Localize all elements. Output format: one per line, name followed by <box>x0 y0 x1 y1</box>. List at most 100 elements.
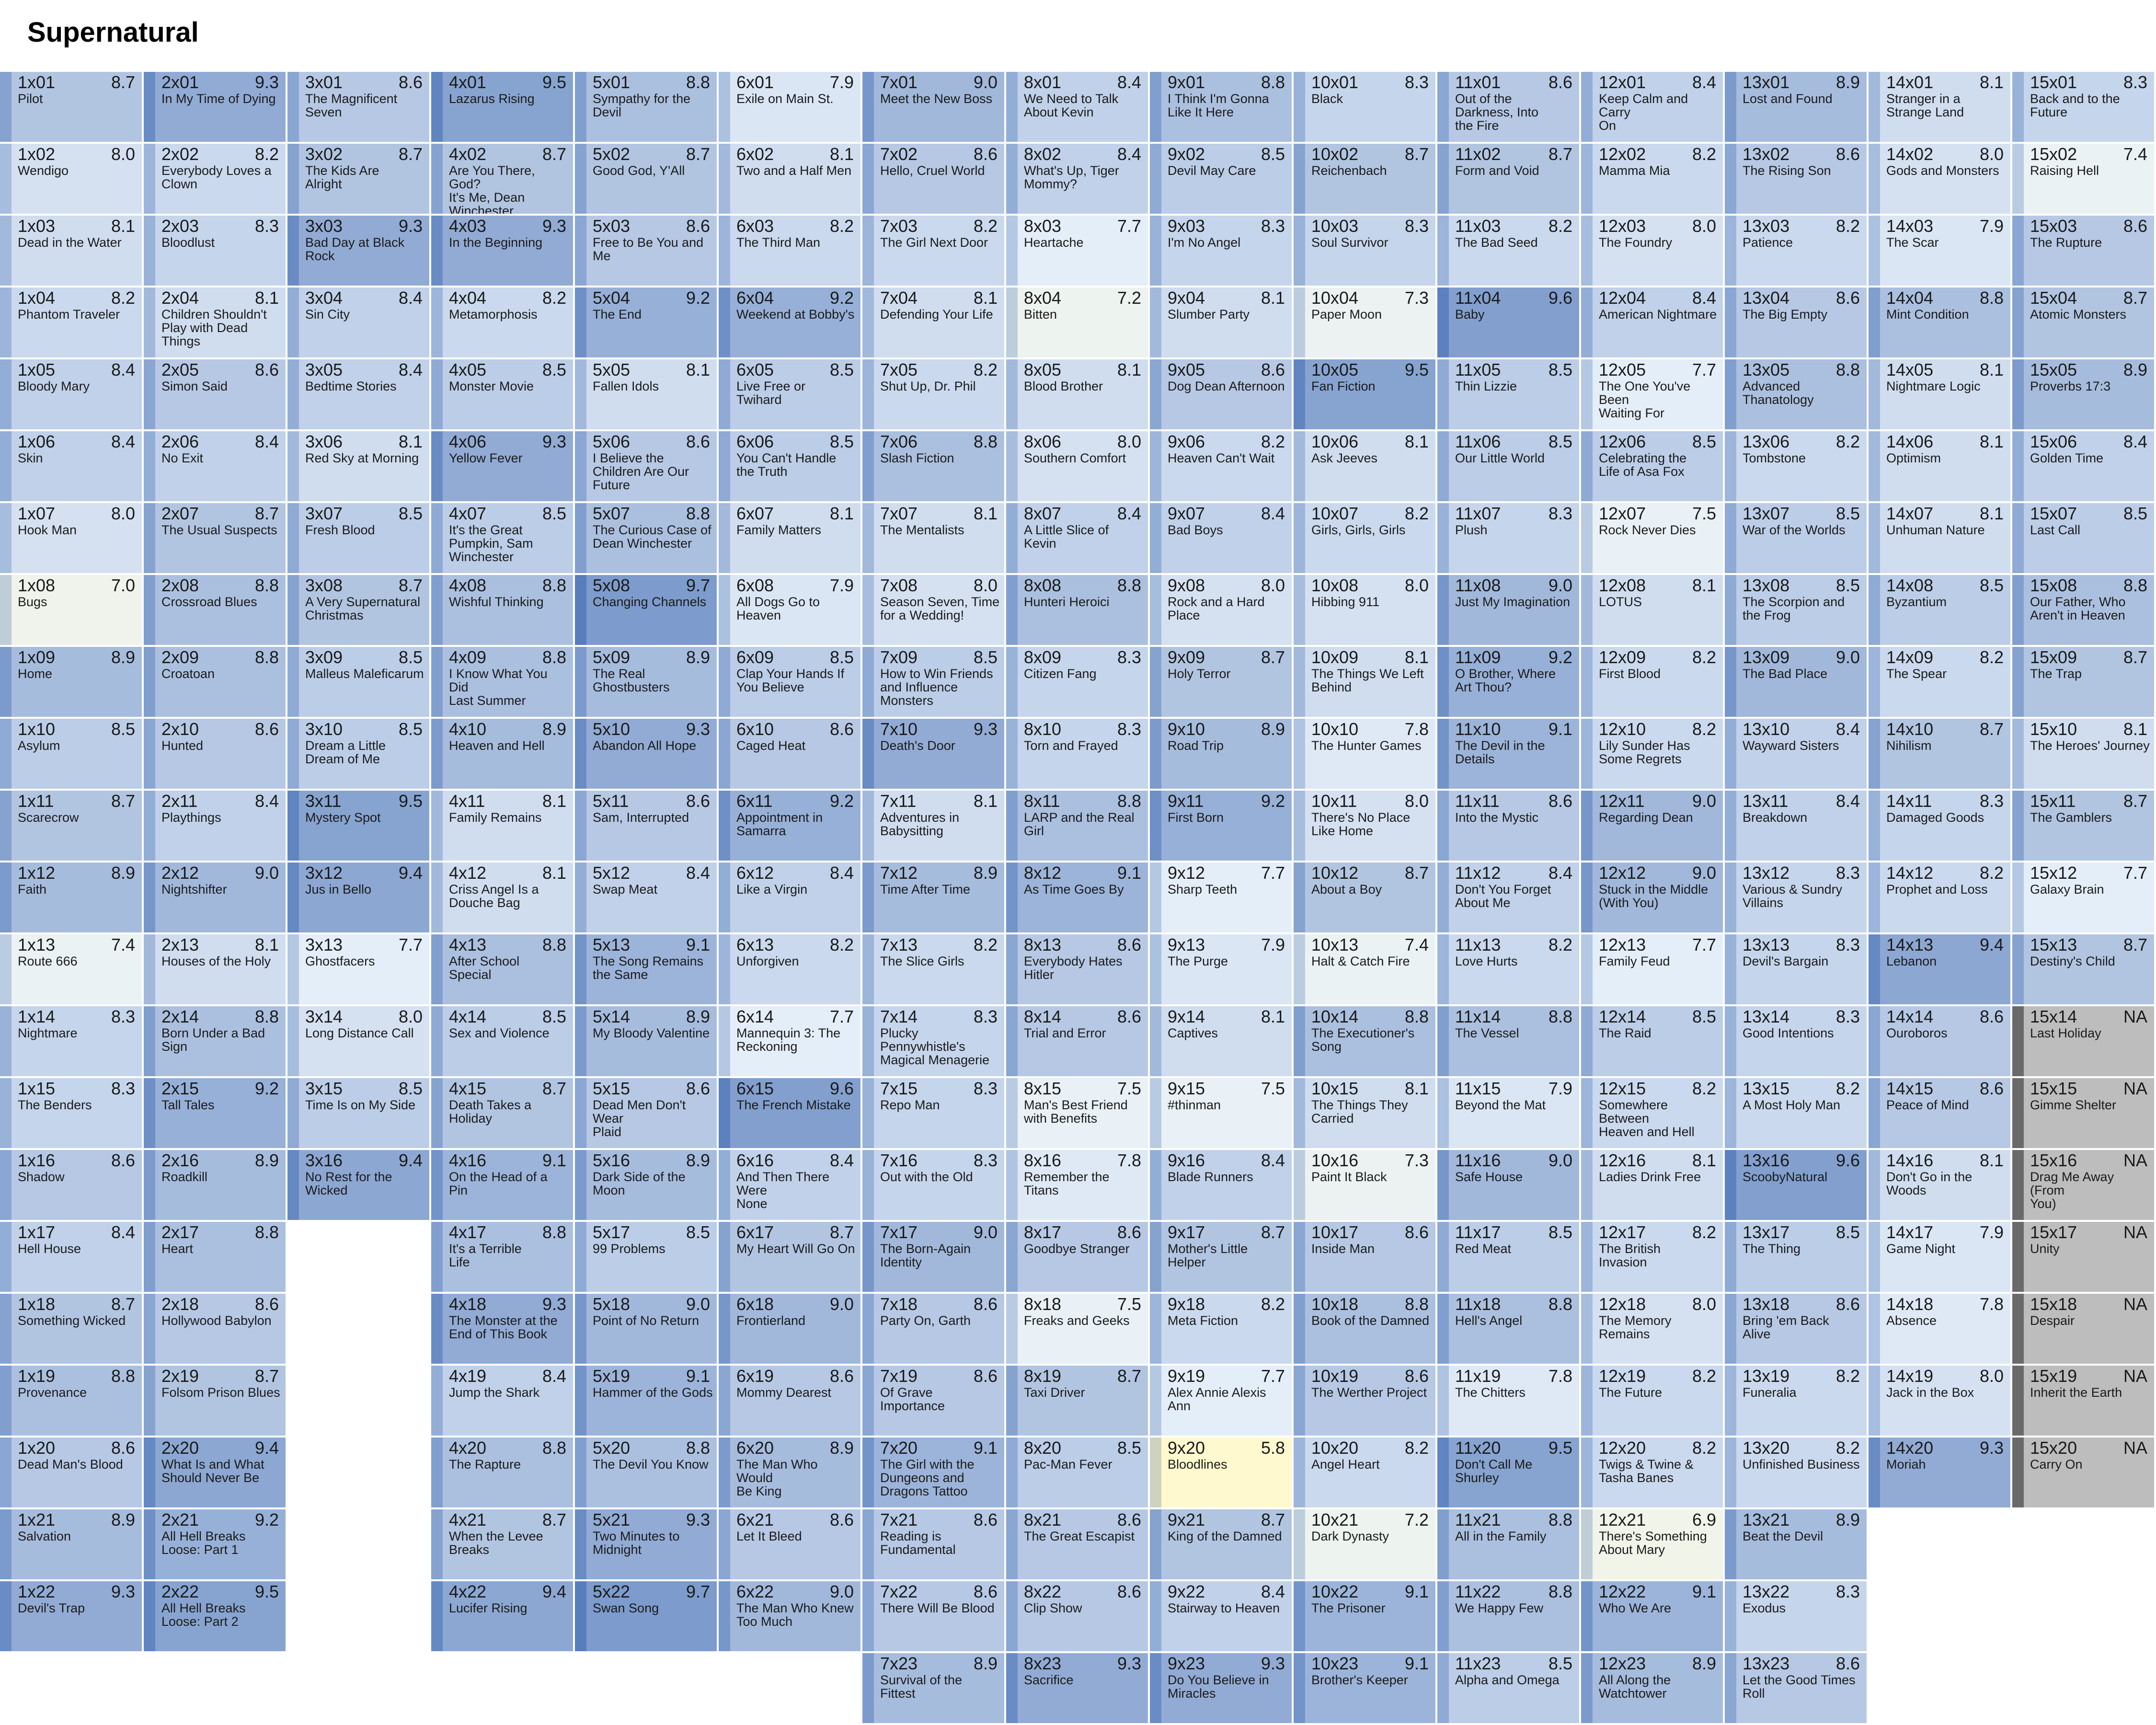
rating-strip <box>144 288 155 357</box>
episode-rating: 8.1 <box>111 216 135 236</box>
rating-strip <box>2012 1294 2024 1364</box>
episode-title: Atomic Monsters <box>2030 307 2127 322</box>
episode-rating: 9.3 <box>1979 1438 2004 1458</box>
episode-rating: 7.7 <box>829 1007 854 1026</box>
rating-strip <box>1581 431 1593 501</box>
rating-strip <box>1581 1006 1593 1076</box>
episode-rating: 9.0 <box>1548 1150 1572 1170</box>
rating-strip <box>287 575 299 645</box>
episode-title: Sam, Interrupted <box>593 810 689 825</box>
episode-code: 6x12 <box>736 863 774 883</box>
rating-strip <box>1294 1150 1305 1220</box>
episode-cell: 10x19 8.6 The Werther Project <box>1294 1366 1435 1436</box>
episode-cell: 3x05 8.4 Bedtime Stories <box>287 359 429 429</box>
episode-cell: 12x14 8.5 The Raid <box>1581 1006 1723 1076</box>
episode-title: Gimme Shelter <box>2030 1098 2117 1112</box>
episode-rating: 8.0 <box>973 575 998 595</box>
episode-rating: 8.7 <box>542 1510 566 1530</box>
rating-strip <box>144 1150 155 1220</box>
rating-strip <box>1725 934 1736 1004</box>
episode-rating: 8.8 <box>1979 288 2004 308</box>
episode-rating: 8.2 <box>1692 1438 1716 1458</box>
episode-title: Stairway to Heaven <box>1168 1601 1280 1615</box>
episode-title: Funeralia <box>1743 1385 1797 1400</box>
episode-rating: 8.8 <box>254 1007 279 1026</box>
episode-code: 15x14 <box>2030 1007 2077 1026</box>
rating-strip <box>575 1222 586 1292</box>
episode-cell: 11x17 8.5 Red Meat <box>1437 1222 1579 1292</box>
episode-rating: 8.2 <box>1979 647 2004 667</box>
episode-rating: 8.9 <box>111 647 135 667</box>
rating-strip <box>1294 1509 1305 1579</box>
episode-cell: 11x03 8.2 The Bad Seed <box>1437 216 1579 286</box>
episode-cell: 4x09 8.8 I Know What You Did Last Summer <box>431 647 573 717</box>
episode-rating: 8.4 <box>1835 791 1860 811</box>
rating-strip <box>287 934 299 1004</box>
episode-code: 13x15 <box>1743 1079 1790 1098</box>
rating-strip <box>1006 1222 1018 1292</box>
rating-strip <box>1725 791 1736 861</box>
episode-title: Blade Runners <box>1168 1170 1253 1184</box>
rating-strip <box>1006 1653 1018 1723</box>
episode-title: Dead in the Water <box>18 235 122 250</box>
episode-cell: 5x02 8.7 Good God, Y'All <box>575 144 717 214</box>
episode-cell: 15x13 8.7 Destiny's Child <box>2012 934 2154 1004</box>
rating-strip <box>1725 144 1736 214</box>
episode-title: Sex and Violence <box>449 1026 550 1040</box>
episode-rating: 8.6 <box>111 1438 135 1458</box>
episode-cell: 11x16 9.0 Safe House <box>1437 1150 1579 1220</box>
episode-rating: 8.3 <box>254 216 279 236</box>
episode-cell: 4x14 8.5 Sex and Violence <box>431 1006 573 1076</box>
rating-strip <box>431 1294 443 1364</box>
episode-code: 10x04 <box>1311 288 1359 308</box>
rating-strip <box>862 1366 874 1436</box>
episode-code: 6x09 <box>736 647 774 667</box>
episode-cell: 10x15 8.1 The Things They Carried <box>1294 1078 1435 1148</box>
episode-code: 9x20 <box>1168 1438 1205 1458</box>
rating-strip <box>1869 288 1880 357</box>
episode-cell: 5x20 8.8 The Devil You Know <box>575 1438 717 1507</box>
episode-code: 8x16 <box>1024 1150 1062 1170</box>
episode-rating: 7.5 <box>1692 504 1716 523</box>
episode-title: The Rupture <box>2030 235 2102 250</box>
episode-code: 7x05 <box>880 360 918 380</box>
episode-title: The Girl with the Dungeons and Dragons T… <box>880 1457 975 1498</box>
episode-rating: 8.5 <box>1548 1654 1572 1673</box>
rating-strip <box>1006 1078 1018 1148</box>
episode-code: 9x22 <box>1168 1582 1205 1601</box>
episode-cell: 5x11 8.6 Sam, Interrupted <box>575 791 717 861</box>
episode-cell: 5x15 8.6 Dead Men Don't Wear Plaid <box>575 1078 717 1148</box>
episode-title: Bring 'em Back Alive <box>1743 1313 1829 1341</box>
rating-strip <box>1581 1438 1593 1507</box>
episode-cell: 1x21 8.9 Salvation <box>0 1509 142 1579</box>
episode-title: How to Win Friends and Influence Monster… <box>880 667 993 708</box>
episode-title: Hell's Angel <box>1455 1313 1523 1328</box>
episode-cell: 13x02 8.6 The Rising Son <box>1725 144 1867 214</box>
episode-code: 11x07 <box>1455 504 1501 523</box>
rating-strip <box>287 72 299 142</box>
episode-cell: 6x21 8.6 Let It Bleed <box>719 1509 860 1579</box>
rating-strip <box>0 359 11 429</box>
episode-title: Children Shouldn't Play with Dead Things <box>161 307 267 348</box>
episode-rating: 8.2 <box>829 216 854 236</box>
episode-code: 1x09 <box>18 647 56 667</box>
episode-rating: 8.3 <box>1404 216 1429 236</box>
episode-title: My Bloody Valentine <box>593 1026 710 1040</box>
episode-rating: 8.1 <box>1979 72 2004 92</box>
episode-title: Everybody Loves a Clown <box>161 163 272 191</box>
episode-rating: 8.7 <box>829 1222 854 1242</box>
episode-title: Frontierland <box>736 1313 806 1328</box>
episode-title: The Raid <box>1599 1026 1651 1040</box>
episode-title: Keep Calm and Carry On <box>1599 92 1688 133</box>
episode-cell: 11x12 8.4 Don't You Forget About Me <box>1437 862 1579 932</box>
episode-title: Red Meat <box>1455 1242 1512 1256</box>
episode-title: Ghostfacers <box>305 954 375 968</box>
episode-rating: 8.5 <box>398 647 423 667</box>
episode-cell: 7x17 9.0 The Born-Again Identity <box>862 1222 1004 1292</box>
episode-cell: 1x02 8.0 Wendigo <box>0 144 142 214</box>
rating-strip <box>1294 359 1305 429</box>
episode-code: 3x10 <box>305 719 343 739</box>
episode-title: What Is and What Should Never Be <box>161 1457 264 1485</box>
episode-cell: 3x13 7.7 Ghostfacers <box>287 934 429 1004</box>
episode-rating: 9.0 <box>1692 863 1716 883</box>
